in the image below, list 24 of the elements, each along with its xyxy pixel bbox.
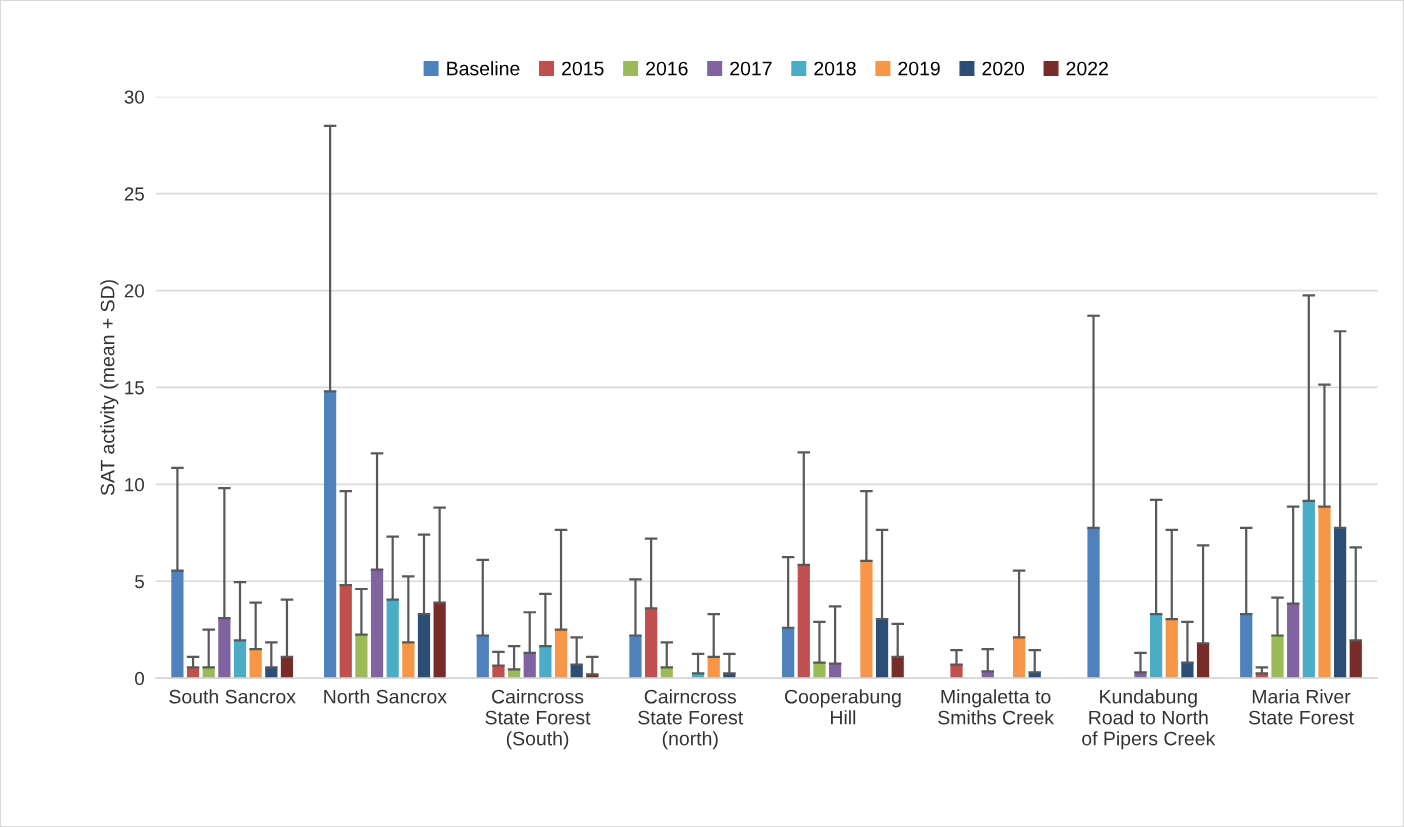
legend-label: 2020 bbox=[982, 61, 1025, 76]
legend-label: 2017 bbox=[730, 61, 772, 76]
x-tick-label: South Sancrox bbox=[169, 689, 296, 704]
y-tick-label: 10 bbox=[125, 478, 144, 492]
y-tick-label: 30 bbox=[124, 90, 144, 104]
legend-label: 2018 bbox=[814, 61, 856, 76]
legend-label: 2016 bbox=[646, 61, 688, 76]
legend-label: 2022 bbox=[1066, 61, 1108, 76]
y-tick-label: 0 bbox=[135, 671, 144, 686]
legend-label: Baseline bbox=[447, 61, 520, 76]
legend-label: 2019 bbox=[898, 61, 940, 76]
x-tick-label: North Sancrox bbox=[324, 689, 447, 704]
y-tick-label: 25 bbox=[124, 187, 144, 201]
y-tick-label: 5 bbox=[135, 575, 144, 589]
y-tick-label: 15 bbox=[125, 381, 144, 395]
x-tick-label: Mingaletta to Smiths Creek bbox=[938, 689, 1054, 725]
x-tick-label: Kundabung Road to North of Pipers Creek bbox=[1082, 689, 1216, 750]
y-axis-title: SAT activity (mean + SD) bbox=[100, 280, 119, 496]
y-tick-label: 20 bbox=[124, 284, 144, 298]
x-tick-label: Cairncross State Forest (north) bbox=[638, 689, 744, 750]
x-tick-label: Maria River State Forest bbox=[1248, 689, 1354, 725]
x-tick-label: Cooperabung Hill bbox=[785, 689, 901, 725]
legend-label: 2015 bbox=[562, 61, 604, 76]
x-tick-label: Cairncross State Forest (South) bbox=[485, 689, 591, 750]
